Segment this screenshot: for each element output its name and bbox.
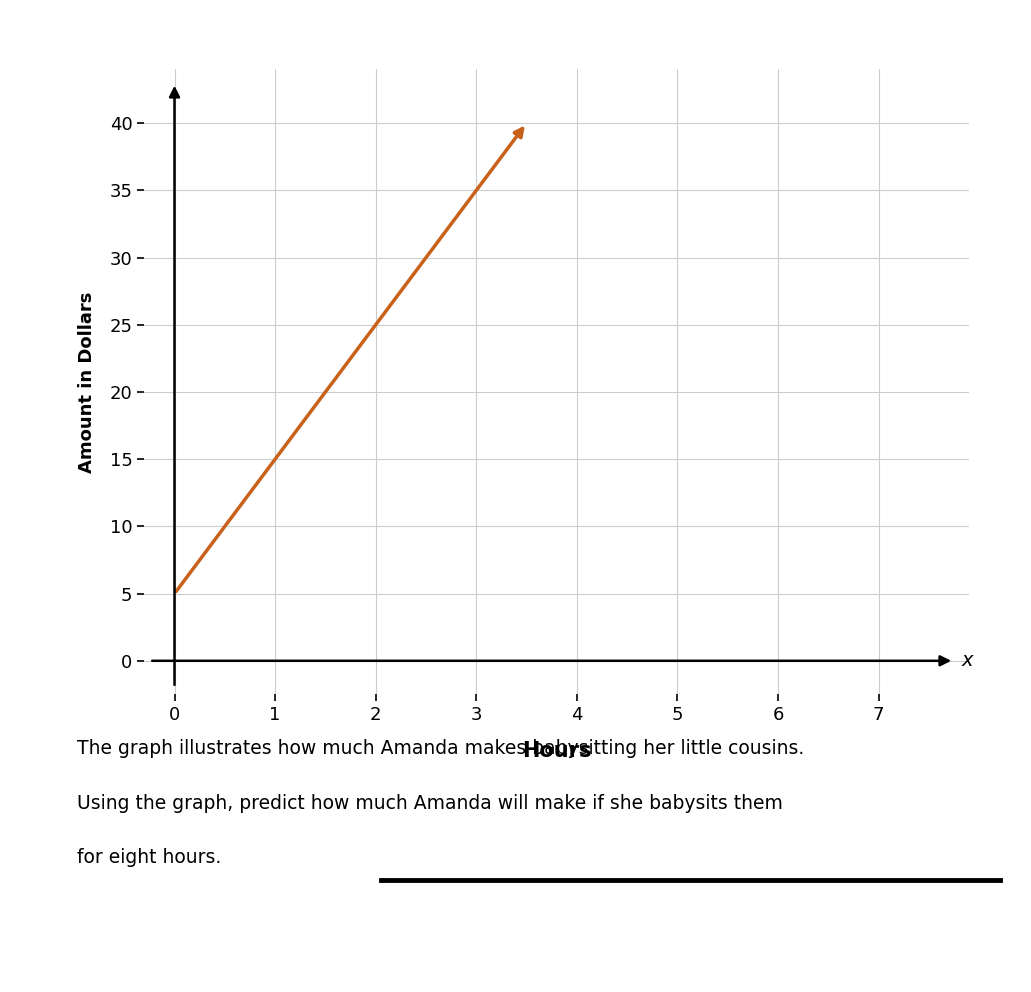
Y-axis label: Amount in Dollars: Amount in Dollars: [77, 292, 96, 472]
Text: for eight hours.: for eight hours.: [77, 848, 222, 867]
X-axis label: Hours: Hours: [522, 741, 592, 761]
Text: Using the graph, predict how much Amanda will make if she babysits them: Using the graph, predict how much Amanda…: [77, 794, 784, 812]
Text: The graph illustrates how much Amanda makes babysitting her little cousins.: The graph illustrates how much Amanda ma…: [77, 739, 804, 758]
Text: $x$: $x$: [961, 652, 975, 671]
